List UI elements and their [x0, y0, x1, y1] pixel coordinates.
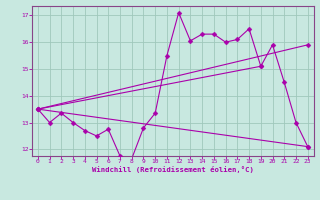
X-axis label: Windchill (Refroidissement éolien,°C): Windchill (Refroidissement éolien,°C)	[92, 166, 254, 173]
